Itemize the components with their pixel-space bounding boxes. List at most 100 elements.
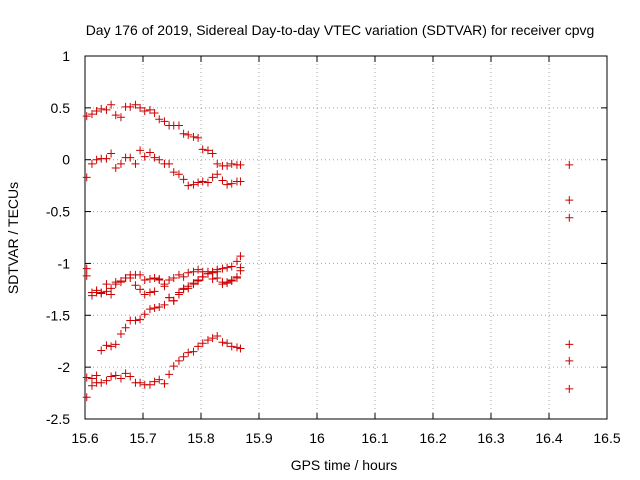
x-tick-label: 15.9 xyxy=(245,430,272,446)
data-point xyxy=(131,281,140,290)
data-point xyxy=(121,323,130,332)
data-point xyxy=(198,272,207,281)
data-point xyxy=(82,112,91,121)
grid xyxy=(85,56,607,419)
data-point xyxy=(155,115,164,124)
data-point xyxy=(116,113,125,122)
data-point xyxy=(232,257,241,266)
data-point xyxy=(145,274,154,283)
x-tick-label: 15.6 xyxy=(71,430,98,446)
data-point xyxy=(223,339,232,348)
data-point xyxy=(150,304,159,313)
data-point xyxy=(150,153,159,162)
data-point xyxy=(208,334,217,343)
data-point xyxy=(179,272,188,281)
data-point xyxy=(213,159,222,168)
data-point xyxy=(140,310,149,319)
data-point xyxy=(169,296,178,305)
x-tick-labels: 15.6 15.7 15.8 15.9 16 16.1 16.2 16.3 16.4 16.5 xyxy=(71,430,620,446)
data-point xyxy=(136,285,145,294)
data-point xyxy=(203,178,212,187)
data-point xyxy=(198,145,207,154)
data-point xyxy=(111,280,120,289)
data-point xyxy=(140,290,149,299)
x-tick-label: 16.4 xyxy=(535,430,562,446)
x-axis-label: GPS time / hours xyxy=(291,457,398,473)
data-point xyxy=(155,155,164,164)
x-tick-label: 15.7 xyxy=(129,430,156,446)
data-point xyxy=(236,252,245,261)
data-point xyxy=(189,132,198,141)
data-point xyxy=(97,104,106,113)
data-point xyxy=(236,263,245,272)
data-point xyxy=(145,288,154,297)
data-point xyxy=(223,279,232,288)
axis-ticks xyxy=(84,55,608,420)
data-point xyxy=(107,372,116,381)
data-point xyxy=(116,374,125,383)
data-point xyxy=(136,103,145,112)
data-point xyxy=(160,280,169,289)
data-point xyxy=(150,377,159,386)
data-point xyxy=(107,284,116,293)
data-point xyxy=(131,316,140,325)
y-tick-label: 0 xyxy=(62,152,70,168)
data-point xyxy=(174,270,183,279)
data-point xyxy=(189,267,198,276)
data-point xyxy=(155,375,164,384)
series-s5 xyxy=(82,263,574,383)
data-point xyxy=(140,106,149,115)
data-point xyxy=(92,288,101,297)
data-point xyxy=(194,265,203,274)
y-tick-label: -0.5 xyxy=(46,204,70,220)
data-point xyxy=(236,344,245,353)
data-point xyxy=(227,342,236,351)
data-point xyxy=(140,276,149,285)
data-point xyxy=(87,110,96,119)
x-tick-label: 15.8 xyxy=(187,430,214,446)
data-point xyxy=(165,293,174,302)
data-point xyxy=(155,302,164,311)
data-point xyxy=(198,339,207,348)
data-point xyxy=(126,153,135,162)
data-point xyxy=(565,213,574,222)
y-tick-label: 1 xyxy=(62,48,70,64)
data-point xyxy=(218,280,227,289)
data-point xyxy=(102,105,111,114)
data-point xyxy=(87,374,96,383)
data-point xyxy=(189,347,198,356)
data-point xyxy=(179,352,188,361)
data-point xyxy=(227,276,236,285)
data-point xyxy=(208,149,217,158)
data-point xyxy=(165,159,174,168)
data-point xyxy=(102,280,111,289)
data-point xyxy=(184,181,193,190)
data-point xyxy=(111,340,120,349)
data-point xyxy=(232,343,241,352)
data-point xyxy=(92,155,101,164)
data-point xyxy=(92,371,101,380)
y-tick-label: -1.5 xyxy=(46,307,70,323)
series-s4 xyxy=(82,252,574,349)
data-point xyxy=(136,146,145,155)
data-point xyxy=(145,305,154,314)
data-point xyxy=(174,121,183,130)
data-point xyxy=(189,180,198,189)
data-point xyxy=(179,284,188,293)
data-point xyxy=(194,277,203,286)
data-point xyxy=(565,196,574,205)
data-point xyxy=(97,289,106,298)
y-tick-label: 0.5 xyxy=(51,100,71,116)
data-point xyxy=(236,160,245,169)
data-point xyxy=(236,177,245,186)
data-point xyxy=(169,273,178,282)
chart-title: Day 176 of 2019, Sidereal Day-to-day VTE… xyxy=(86,22,595,38)
data-point xyxy=(107,149,116,158)
data-point xyxy=(126,372,135,381)
y-tick-labels: -2.5 -2 -1.5 -1 -0.5 0 0.5 1 xyxy=(46,48,70,427)
data-point xyxy=(136,270,145,279)
x-tick-label: 16.5 xyxy=(593,430,620,446)
data-point xyxy=(140,152,149,161)
data-point xyxy=(121,369,130,378)
